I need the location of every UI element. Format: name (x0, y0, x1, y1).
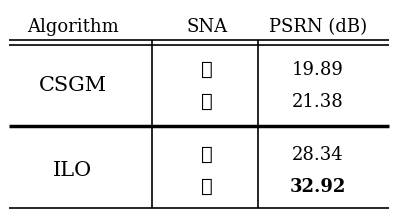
Text: ILO: ILO (53, 161, 92, 180)
Text: CSGM: CSGM (39, 76, 107, 95)
Text: 32.92: 32.92 (289, 178, 346, 196)
Text: PSRN (dB): PSRN (dB) (269, 18, 367, 36)
Text: ✗: ✗ (201, 146, 213, 164)
Text: 28.34: 28.34 (292, 146, 343, 164)
Text: 21.38: 21.38 (292, 93, 343, 111)
Text: ✗: ✗ (201, 61, 213, 79)
Text: ✓: ✓ (201, 93, 213, 111)
Text: 19.89: 19.89 (292, 61, 343, 79)
Text: ✓: ✓ (201, 178, 213, 196)
Text: Algorithm: Algorithm (27, 18, 118, 36)
Text: SNA: SNA (186, 18, 228, 36)
